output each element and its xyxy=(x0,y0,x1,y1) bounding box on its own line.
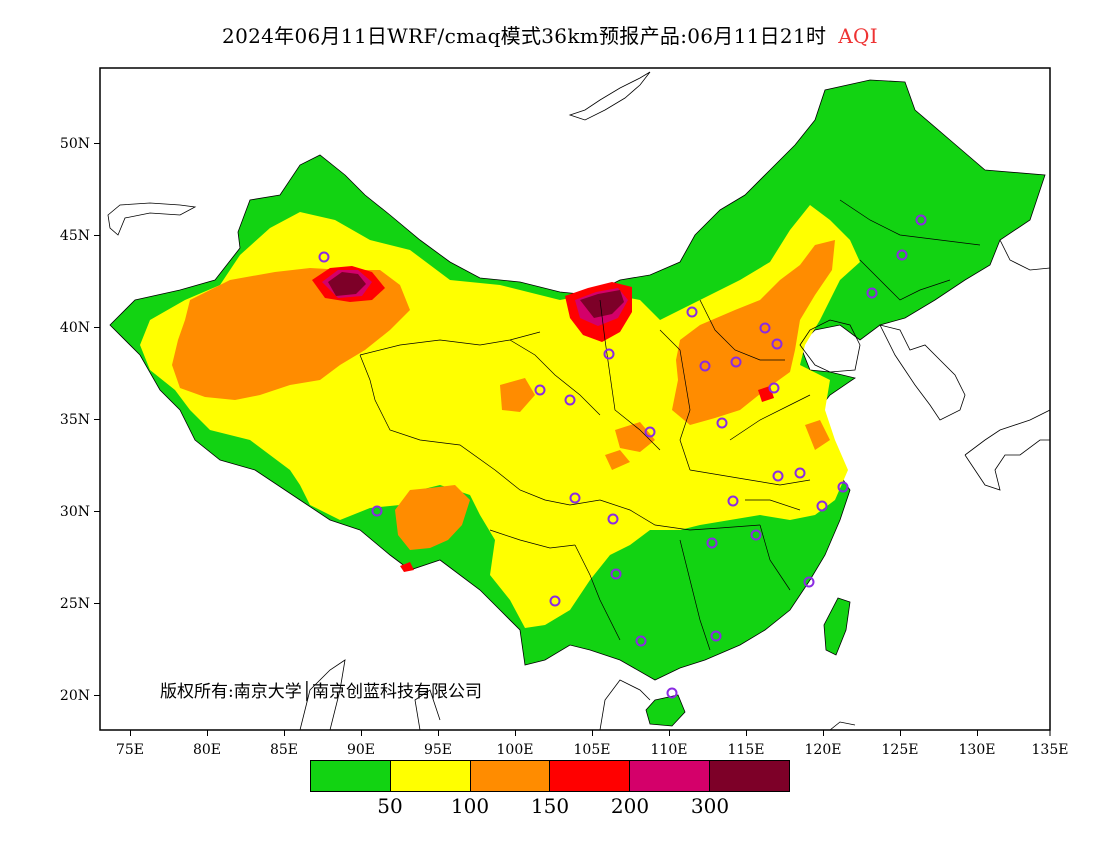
y-axis xyxy=(94,143,100,696)
y-tick-label: 20N xyxy=(60,688,90,704)
legend-swatch xyxy=(550,761,631,791)
legend-label: 300 xyxy=(690,794,730,818)
aqi-region-unhealthy-sensitive-tibet xyxy=(395,485,470,550)
x-tick-label: 105E xyxy=(574,742,611,758)
aqi-region-hazardous-innermongolia xyxy=(580,290,624,318)
legend-label: 100 xyxy=(450,794,490,818)
x-tick-label: 110E xyxy=(651,742,688,758)
legend-label: 150 xyxy=(530,794,570,818)
legend-labels: 50 100 150 200 300 xyxy=(310,794,790,818)
taiwan-island xyxy=(823,597,851,656)
y-tick-label: 30N xyxy=(60,504,90,520)
y-tick-label: 40N xyxy=(60,320,90,336)
copyright-notice: 版权所有:南京大学│南京创蓝科技有限公司 xyxy=(160,681,482,702)
x-tick-label: 75E xyxy=(116,742,144,758)
legend-label: 200 xyxy=(610,794,650,818)
x-tick-label: 100E xyxy=(497,742,534,758)
map-frame xyxy=(99,67,1051,731)
x-tick-label: 135E xyxy=(1032,742,1069,758)
x-tick-label: 120E xyxy=(805,742,842,758)
aqi-region-unhealthy-sensitive-north xyxy=(672,240,835,425)
legend-swatch xyxy=(710,761,789,791)
legend-label: 50 xyxy=(377,794,403,818)
color-legend xyxy=(310,760,790,792)
y-tick-label: 25N xyxy=(60,596,90,612)
title-variable: AQI xyxy=(838,24,878,48)
x-tick-label: 85E xyxy=(270,742,298,758)
y-axis-labels: 50N 45N 40N 35N 30N 25N 20N xyxy=(60,136,90,704)
x-tick-label: 80E xyxy=(193,742,221,758)
x-tick-label: 115E xyxy=(728,742,765,758)
hainan-island xyxy=(645,694,686,727)
aqi-region-unhealthy-sensitive-jiangsu xyxy=(805,420,830,450)
x-axis xyxy=(130,730,1051,736)
y-tick-label: 45N xyxy=(60,228,90,244)
x-axis-labels: 75E 80E 85E 90E 95E 100E 105E 110E 115E … xyxy=(116,742,1069,758)
coastlines xyxy=(107,71,1050,730)
aqi-region-unhealthy-sensitive-henan xyxy=(615,422,655,452)
x-tick-label: 95E xyxy=(424,742,452,758)
legend-swatch xyxy=(630,761,711,791)
province-borders xyxy=(359,199,981,651)
legend-swatch xyxy=(311,761,391,791)
x-tick-label: 90E xyxy=(347,742,375,758)
x-tick-label: 130E xyxy=(959,742,996,758)
aqi-region-unhealthy-sensitive-hubei xyxy=(605,450,630,470)
station-markers xyxy=(318,214,927,699)
y-tick-label: 50N xyxy=(60,136,90,152)
legend-swatch xyxy=(390,761,471,791)
aqi-region-hazardous-xinjiang xyxy=(328,272,366,296)
title-text: 2024年06月11日WRF/cmaq模式36km预报产品:06月11日21时 xyxy=(222,24,827,48)
map-title: 2024年06月11日WRF/cmaq模式36km预报产品:06月11日21时 A… xyxy=(0,20,1100,49)
y-tick-label: 35N xyxy=(60,412,90,428)
aqi-region-unhealthy-sensitive-sichuan xyxy=(500,378,535,412)
x-tick-label: 125E xyxy=(882,742,919,758)
legend-swatch xyxy=(470,761,551,791)
aqi-region-unhealthy-xizang xyxy=(400,562,414,572)
